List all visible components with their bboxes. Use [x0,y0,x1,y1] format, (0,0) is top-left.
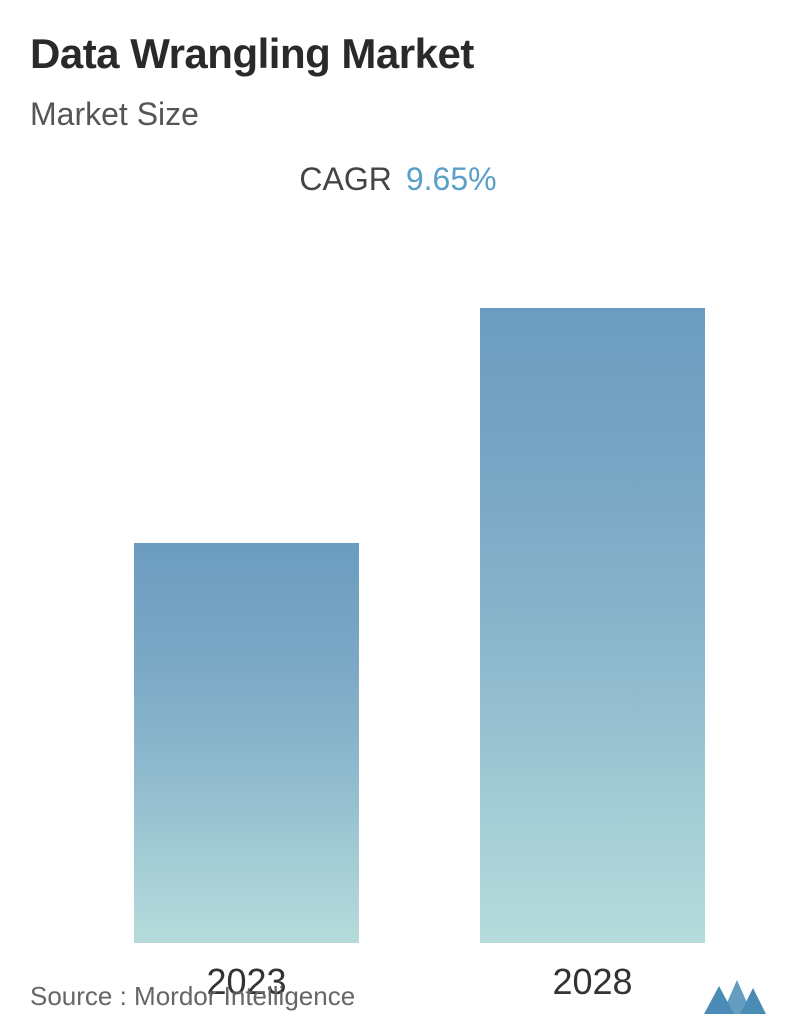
bar-fill [134,543,359,943]
brand-logo-icon [704,978,766,1014]
source-attribution: Source : Mordor Intelligence [30,981,355,1012]
chart-subtitle: Market Size [30,96,766,133]
cagr-label: CAGR [299,161,391,198]
bar-chart [30,253,766,943]
bar-2028 [480,308,705,943]
cagr-value: 9.65% [406,161,497,198]
cagr-metric: CAGR 9.65% [30,161,766,198]
chart-footer: Source : Mordor Intelligence [30,978,766,1014]
chart-title: Data Wrangling Market [30,30,766,78]
bar-2023 [134,543,359,943]
bar-fill [480,308,705,943]
